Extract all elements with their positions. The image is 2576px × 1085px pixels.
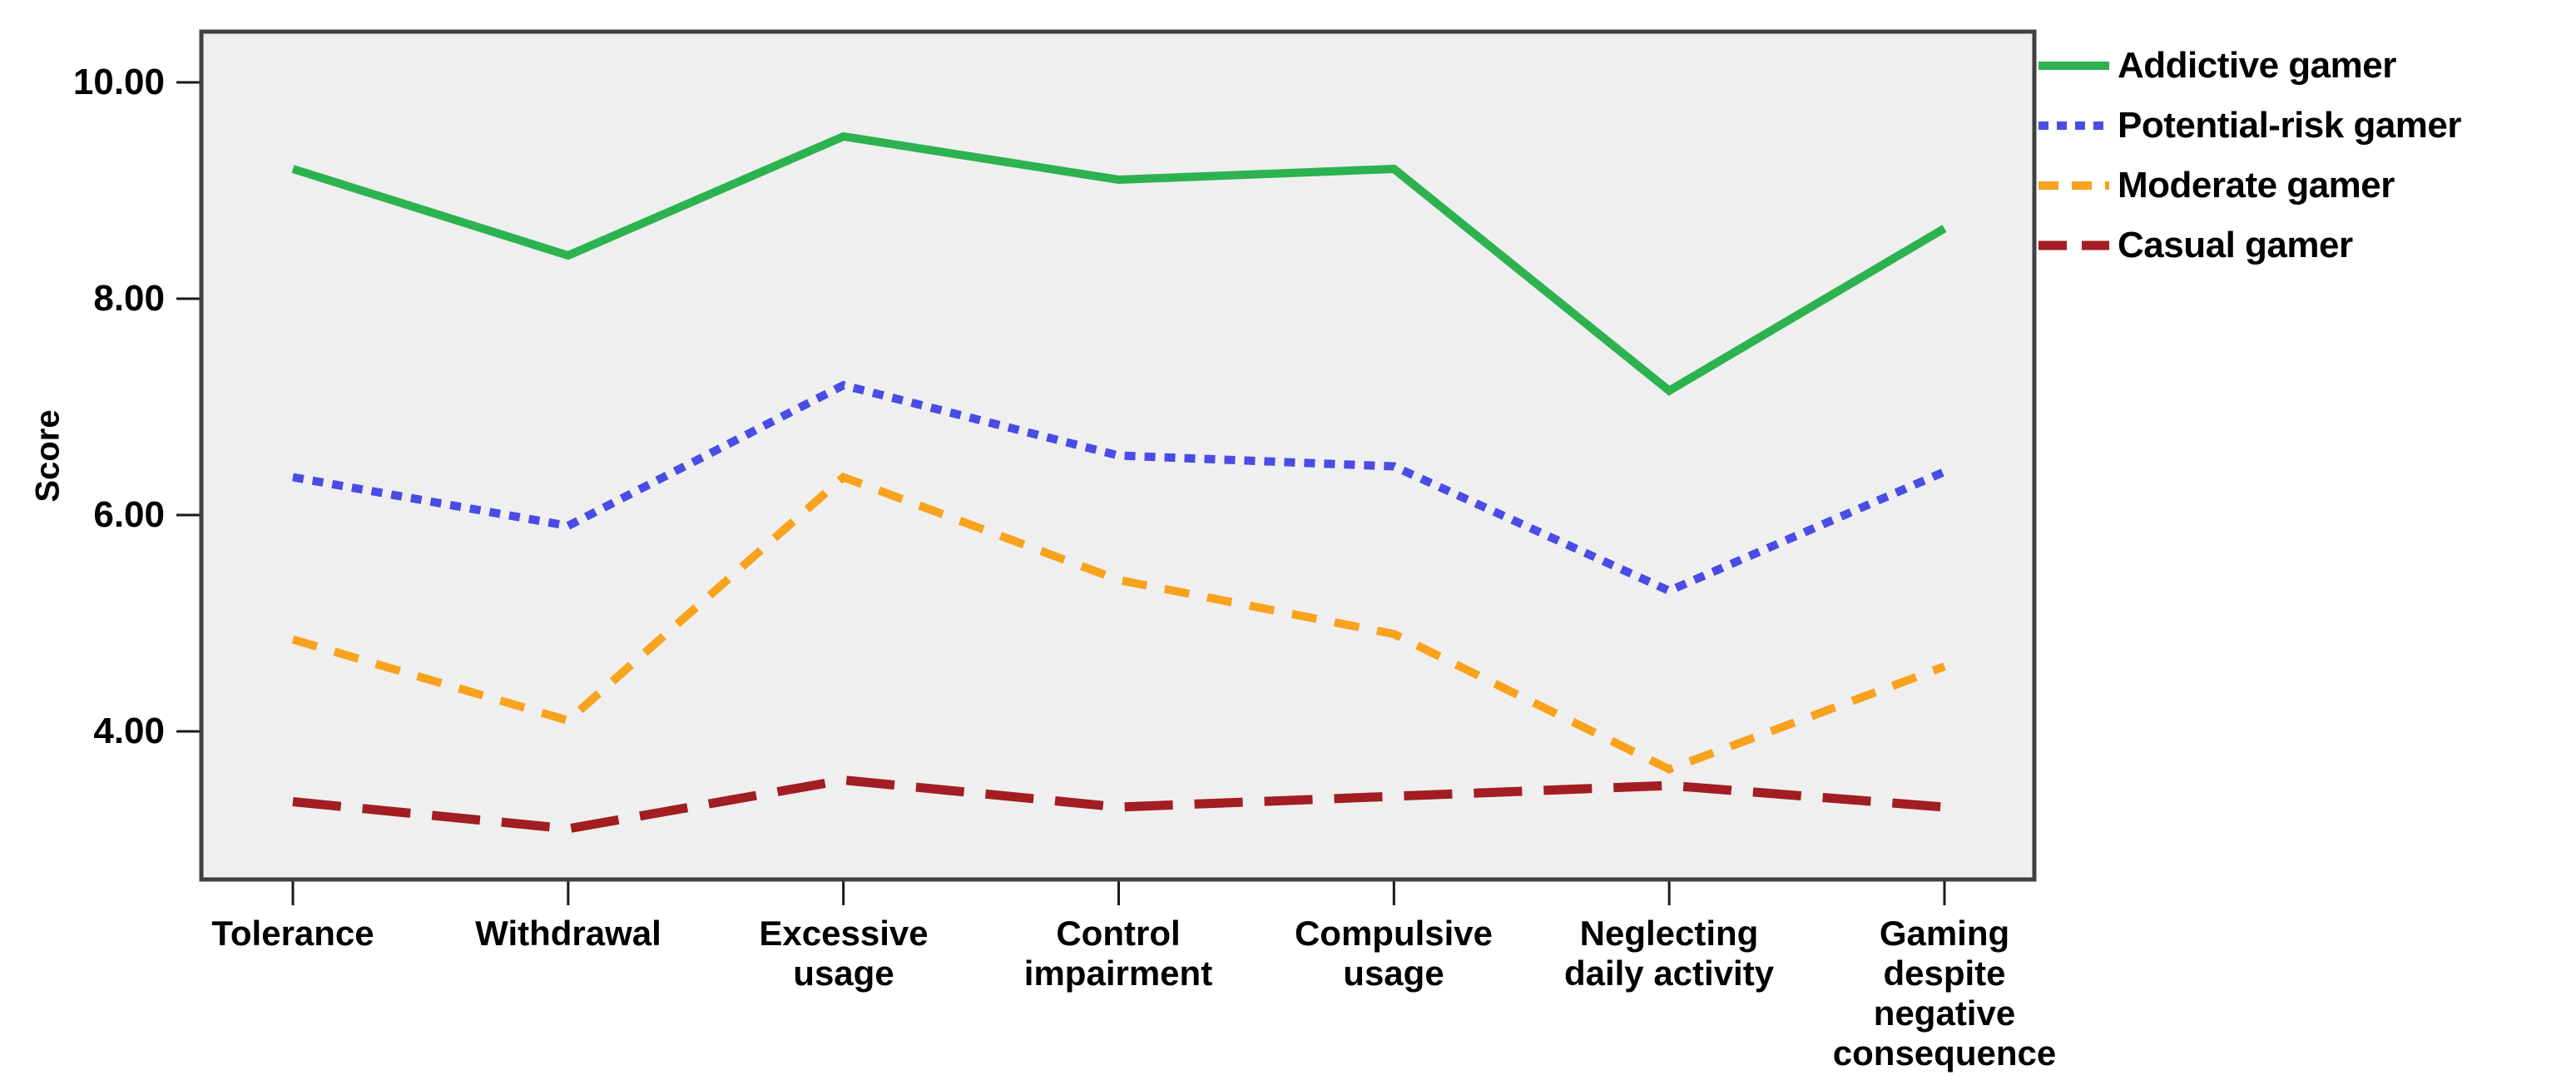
legend-label: Potential-risk gamer xyxy=(2118,105,2462,146)
x-category-label-excessive-usage: Excessive usage xyxy=(759,914,929,993)
x-category-label-neglecting-daily-activity: Neglecting daily activity xyxy=(1563,914,1775,993)
legend-item-casual-gamer: Casual gamer xyxy=(2039,225,2353,266)
legend-label: Casual gamer xyxy=(2118,225,2353,265)
y-tick-label-8: 8.00 xyxy=(93,278,165,319)
y-tick-label-4: 4.00 xyxy=(93,711,165,751)
plot-area xyxy=(201,32,2034,879)
legend-line-sample-solid xyxy=(2039,62,2109,70)
legend-item-potential-risk-gamer: Potential-risk gamer xyxy=(2039,105,2462,146)
x-category-label-withdrawal: Withdrawal xyxy=(475,914,661,953)
series-line-moderate-gamer xyxy=(291,472,1946,774)
legend-line-sample-dashed xyxy=(2039,181,2109,190)
x-category-label-compulsive-usage: Compulsive usage xyxy=(1294,914,1494,993)
legend-line-sample-long-dash xyxy=(2039,240,2109,250)
legend-line-sample-dotted xyxy=(2039,121,2109,130)
legend-item-addictive-gamer: Addictive gamer xyxy=(2039,45,2396,87)
legend-item-moderate-gamer: Moderate gamer xyxy=(2039,165,2395,206)
x-category-label-tolerance: Tolerance xyxy=(211,914,374,953)
series-line-addictive-gamer xyxy=(291,131,1947,396)
y-tick-label-10: 10.00 xyxy=(72,62,165,102)
y-tick-label-6: 6.00 xyxy=(93,494,165,535)
x-category-label-control-impairment: Control impairment xyxy=(1023,914,1213,993)
x-category-label-gaming-despite-negative-consequence: Gaming despite negative consequence xyxy=(1832,914,2057,1073)
plot-frame xyxy=(199,29,2037,882)
legend-label: Moderate gamer xyxy=(2118,165,2395,206)
legend-label: Addictive gamer xyxy=(2118,45,2396,86)
y-axis-title: Score xyxy=(29,409,67,503)
